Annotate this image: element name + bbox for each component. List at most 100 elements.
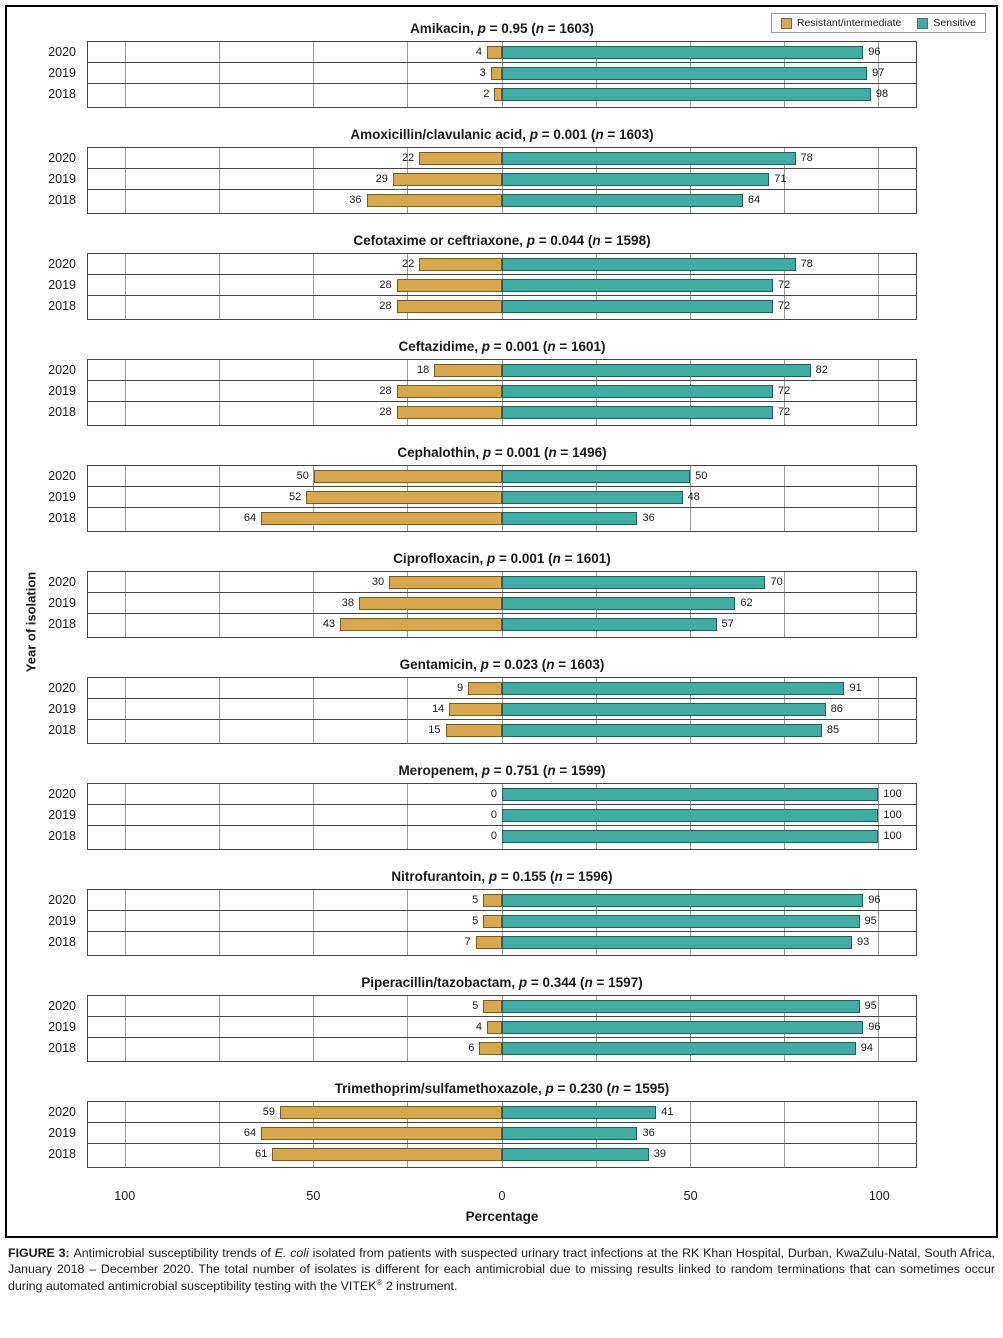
year-row-2019: 2019 64 36	[48, 1123, 916, 1144]
caption-sup-3: ®	[376, 1277, 383, 1287]
panel-title: Ciprofloxacin, p = 0.001 (n = 1601)	[87, 551, 917, 566]
bar-sensitive	[502, 597, 736, 610]
year-label: 2019	[48, 490, 76, 504]
resistant-value-label: 29	[375, 173, 388, 185]
plot-box: 2020 50 50 2019 52 48 2018 64 36	[48, 465, 917, 532]
p-value: = 0.044 (	[534, 233, 593, 248]
bar-resistant	[396, 406, 502, 419]
year-label: 2018	[48, 405, 76, 419]
year-label: 2020	[48, 575, 76, 589]
resistant-value-label: 6	[468, 1042, 475, 1054]
gridline	[313, 572, 315, 637]
gridline	[877, 890, 879, 955]
plot-box: 2020 5 95 2019 4 96 2018 6 94	[48, 995, 917, 1062]
antibiotic-name: Ceftazidime,	[398, 339, 482, 354]
bar-resistant	[449, 703, 502, 716]
n-symbol: n	[552, 551, 561, 566]
bar-resistant	[396, 385, 502, 398]
year-row-2018: 2018 64 36	[48, 508, 916, 529]
year-row-2020: 2020 50 50	[48, 466, 916, 487]
bar-resistant	[261, 512, 502, 525]
year-label: 2018	[48, 935, 76, 949]
p-symbol: p	[518, 975, 528, 990]
sensitive-value-label: 72	[777, 406, 791, 418]
p-symbol: p	[526, 233, 535, 248]
bar-sensitive	[502, 173, 770, 186]
bar-sensitive	[502, 470, 691, 483]
bar-resistant	[366, 194, 502, 207]
year-row-2019: 2019 28 72	[48, 381, 916, 402]
bar-sensitive	[502, 894, 864, 907]
bar-sensitive	[502, 1106, 657, 1119]
gridline	[783, 148, 785, 213]
year-label: 2020	[48, 151, 76, 165]
year-row-2019: 2019 0 100	[48, 805, 916, 826]
year-row-2019: 2019 4 96	[48, 1017, 916, 1038]
sensitive-value-label: 72	[777, 300, 791, 312]
p-value: = 0.751 (	[489, 763, 548, 778]
panel-title: Amikacin, p = 0.95 (n = 1603)	[87, 21, 917, 36]
gridline	[313, 148, 315, 213]
bar-sensitive	[502, 152, 796, 165]
year-label: 2018	[48, 723, 76, 737]
n-value: = 1599)	[555, 763, 606, 778]
gridline	[783, 466, 785, 531]
n-value: = 1601)	[560, 551, 611, 566]
panel-body: 2020 22 78 2019 29 71 2018 36 64	[48, 147, 917, 214]
p-symbol: p	[529, 127, 538, 142]
gridline	[877, 1102, 879, 1167]
resistant-value-label: 28	[379, 385, 392, 397]
bar-sensitive	[502, 682, 845, 695]
year-row-2019: 2019 3 97	[48, 63, 916, 84]
figure-3: Resistant/intermediate Sensitive Year of …	[5, 5, 998, 1293]
x-tick-label-50: 50	[683, 1189, 698, 1203]
bar-resistant	[272, 1148, 502, 1161]
bar-resistant	[306, 491, 502, 504]
resistant-value-label: 5	[472, 915, 479, 927]
n-value: = 1603)	[554, 657, 605, 672]
bar-sensitive	[502, 67, 868, 80]
gridline	[689, 1102, 691, 1167]
panel-amoxicillin-clavulanic-acid: Amoxicillin/clavulanic acid, p = 0.001 (…	[7, 127, 996, 214]
year-label: 2019	[48, 1126, 76, 1140]
year-label: 2020	[48, 257, 76, 271]
year-label: 2020	[48, 1105, 76, 1119]
year-label: 2020	[48, 45, 76, 59]
x-tick-label-0: 0	[498, 1189, 506, 1203]
n-symbol: n	[611, 1081, 620, 1096]
year-row-2018: 2018 6 94	[48, 1038, 916, 1059]
year-row-2020: 2020 5 95	[48, 996, 916, 1017]
panel-gentamicin: Gentamicin, p = 0.023 (n = 1603) 2020 9 91 2…	[7, 657, 996, 744]
resistant-value-label: 0	[490, 809, 497, 821]
caption-label: FIGURE 3:	[8, 1246, 74, 1260]
sensitive-value-label: 57	[721, 618, 734, 630]
bar-resistant	[483, 915, 502, 928]
year-row-2018: 2018 0 100	[48, 826, 916, 847]
antibiotic-name: Amoxicillin/clavulanic acid,	[350, 127, 530, 142]
p-value: = 0.001 (	[489, 339, 548, 354]
gridline	[313, 678, 315, 743]
plot-box: 2020 9 91 2019 14 86 2018 15 85	[48, 677, 917, 744]
panel-body: 2020 9 91 2019 14 86 2018 15 85	[48, 677, 917, 744]
gridline	[877, 572, 879, 637]
sensitive-value-label: 78	[800, 258, 813, 270]
year-row-2018: 2018 7 93	[48, 932, 916, 953]
gridline	[783, 360, 785, 425]
panel-cefotaxime-or-ceftriaxone: Cefotaxime or ceftriaxone, p = 0.044 (n …	[7, 233, 996, 320]
panel-title: Cefotaxime or ceftriaxone, p = 0.044 (n …	[87, 233, 917, 248]
bar-resistant	[486, 46, 502, 59]
year-row-2020: 2020 9 91	[48, 678, 916, 699]
year-row-2018: 2018 28 72	[48, 402, 916, 423]
bar-sensitive	[502, 406, 773, 419]
gridline	[783, 572, 785, 637]
gridline	[689, 466, 691, 531]
resistant-value-label: 28	[379, 279, 392, 291]
chart-area: Resistant/intermediate Sensitive Year of …	[5, 5, 998, 1238]
gridline	[219, 42, 221, 107]
bar-sensitive	[502, 279, 773, 292]
x-tick-label--100: 100	[114, 1189, 136, 1203]
gridline	[407, 996, 409, 1061]
p-value: = 0.001 (	[491, 445, 549, 460]
gridline	[125, 784, 127, 849]
gridline	[125, 1102, 127, 1167]
